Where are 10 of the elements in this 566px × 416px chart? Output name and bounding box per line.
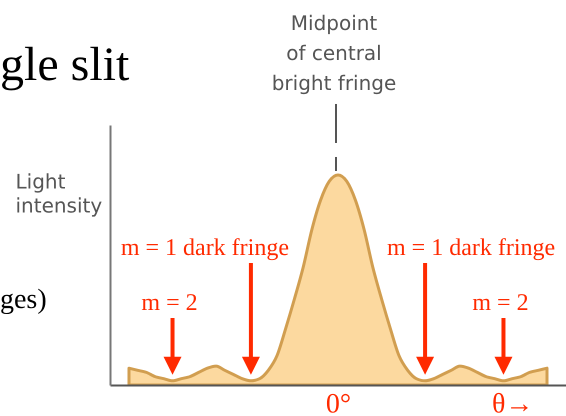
annotation: m = 1 dark fringe	[120, 235, 289, 261]
y-axis-title: Light intensity	[16, 170, 102, 218]
text: ges)	[0, 284, 47, 315]
chart-title: gle slit	[0, 38, 130, 91]
annotation: m = 1 dark fringe	[387, 235, 556, 261]
x-tick-label: 0°	[326, 388, 352, 416]
text: Midpoint of central bright fringe	[272, 10, 396, 95]
annotation: m = 2	[472, 290, 529, 316]
annotation: m = 2	[141, 290, 198, 316]
x-tick-label: θ→	[492, 388, 534, 416]
